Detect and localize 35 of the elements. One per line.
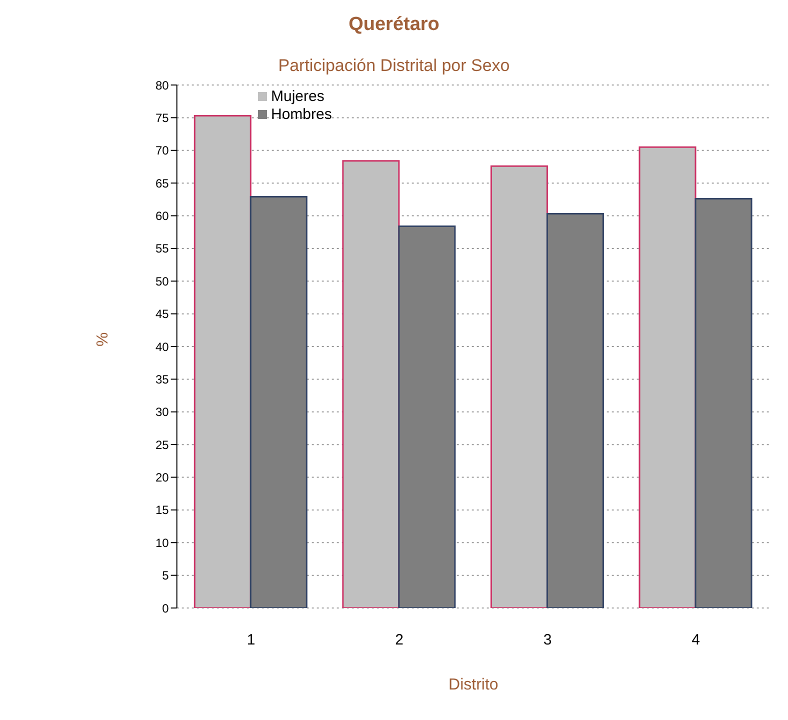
y-tick-label: 55 (156, 242, 170, 256)
bar (194, 114, 252, 608)
y-tick-label: 75 (156, 110, 170, 125)
bar (342, 160, 400, 608)
bar (398, 225, 456, 608)
y-tick-label: 35 (156, 372, 170, 386)
y-tick-label: 80 (156, 78, 170, 92)
y-tick-label: 45 (156, 307, 170, 322)
legend-label: Hombres (271, 106, 332, 123)
bar (250, 196, 308, 608)
x-tick-label: 4 (692, 632, 700, 649)
y-tick-label: 5 (162, 568, 170, 583)
y-tick-label: 50 (156, 274, 170, 288)
x-tick-label: 2 (395, 632, 404, 649)
y-tick-label: 25 (156, 438, 170, 452)
chart-subtitle: Participación Distrital por Sexo (277, 56, 511, 76)
bar (694, 198, 752, 608)
y-axis-title: % (94, 332, 112, 346)
y-tick-label: 70 (156, 144, 170, 158)
y-tick-label: 0 (162, 601, 170, 616)
y-tick-label: 30 (156, 405, 170, 420)
x-tick-label: 3 (543, 632, 552, 649)
y-tick-label: 65 (156, 176, 170, 190)
y-tick-label: 60 (156, 209, 170, 224)
x-axis-title: Distrito (448, 676, 498, 694)
bar (490, 165, 548, 608)
bar (546, 213, 604, 608)
x-tick-label: 1 (246, 632, 256, 649)
y-tick-label: 15 (156, 503, 170, 518)
y-tick-label: 10 (156, 536, 170, 550)
legend-label: Mujeres (271, 88, 324, 105)
y-tick-label: 20 (156, 470, 170, 485)
y-tick-label: 40 (156, 340, 170, 354)
chart-title: Querétaro (348, 14, 440, 36)
bar (638, 146, 696, 608)
